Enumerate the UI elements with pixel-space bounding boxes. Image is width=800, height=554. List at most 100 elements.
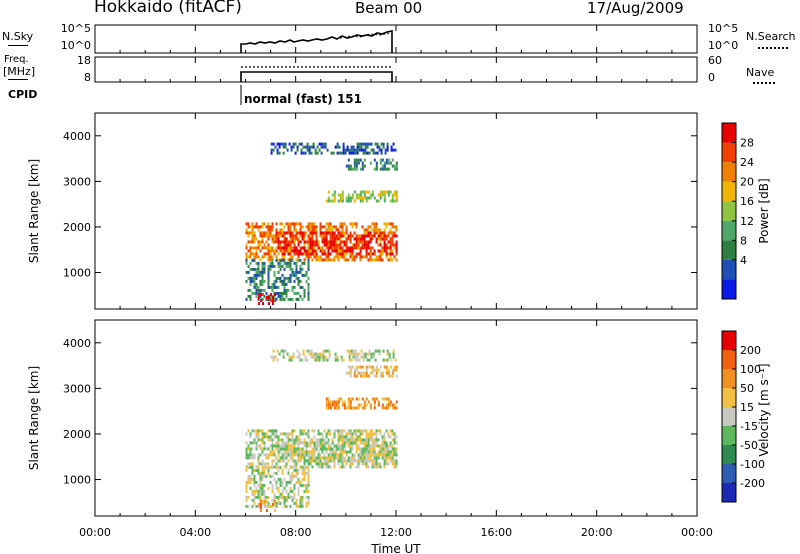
velocity-echo-cell — [365, 441, 368, 445]
power-echo-cell — [327, 231, 330, 235]
power-echo-cell — [342, 142, 345, 146]
velocity-echo-cell — [357, 429, 360, 433]
power-colorbar-swatch — [722, 162, 736, 182]
power-echo-cell — [356, 145, 359, 149]
velocity-echo-cell — [368, 358, 371, 362]
power-echo-cell — [315, 252, 318, 256]
power-echo-cell — [245, 228, 248, 232]
power-echo-cell — [287, 264, 290, 268]
velocity-echo-cell — [289, 486, 292, 490]
power-echo-cell — [293, 261, 296, 265]
power-echo-cell — [373, 222, 376, 226]
velocity-echo-cell — [360, 355, 363, 359]
power-echo-cell — [351, 193, 354, 197]
power-echo-cell — [289, 234, 292, 238]
velocity-echo-cell — [275, 471, 278, 475]
power-echo-cell — [373, 158, 376, 162]
power-echo-cell — [285, 240, 288, 244]
power-echo-cell — [369, 231, 372, 235]
power-echo-cell — [383, 164, 386, 168]
power-echo-cell — [299, 285, 302, 289]
velocity-echo-cell — [275, 429, 278, 433]
velocity-echo-cell — [245, 468, 248, 472]
power-echo-cell — [337, 246, 340, 250]
velocity-echo-cell — [333, 432, 336, 436]
power-echo-cell — [343, 249, 346, 253]
velocity-echo-cell — [343, 435, 346, 439]
power-echo-cell — [355, 167, 358, 171]
power-echo-cell — [277, 246, 280, 250]
power-echo-cell — [365, 199, 368, 203]
power-echo-cell — [353, 258, 356, 262]
power-echo-cell — [357, 234, 360, 238]
power-echo-cell — [389, 258, 392, 262]
velocity-echo-cell — [365, 450, 368, 454]
velocity-echo-cell — [341, 432, 344, 436]
velocity-echo-cell — [352, 352, 355, 356]
velocity-echo-cell — [371, 441, 374, 445]
power-echo-cell — [339, 243, 342, 247]
velocity-echo-cell — [369, 371, 372, 375]
power-echo-cell — [279, 231, 282, 235]
power-echo-cell — [279, 240, 282, 244]
velocity-echo-cell — [265, 453, 268, 457]
power-echo-cell — [331, 243, 334, 247]
velocity-echo-cell — [285, 462, 288, 466]
power-colorbar-swatch — [722, 240, 736, 260]
velocity-echo-cell — [379, 447, 382, 451]
velocity-echo-cell — [260, 503, 262, 506]
velocity-echo-cell — [297, 450, 300, 454]
power-echo-cell — [349, 196, 352, 200]
power-echo-cell — [249, 249, 252, 253]
velocity-echo-cell — [265, 432, 268, 436]
power-echo-cell — [387, 231, 390, 235]
velocity-echo-cell — [267, 486, 270, 490]
velocity-echo-cell — [381, 450, 384, 454]
velocity-echo-cell — [247, 453, 250, 457]
power-echo-cell — [276, 151, 279, 155]
power-echo-cell — [268, 302, 270, 305]
power-echo-cell — [347, 193, 350, 197]
velocity-echo-cell — [287, 492, 290, 496]
velocity-echo-cell — [371, 465, 374, 469]
velocity-echo-cell — [343, 465, 346, 469]
velocity-echo-cell — [249, 450, 252, 454]
velocity-echo-cell — [255, 480, 258, 484]
power-echo-cell — [292, 142, 295, 146]
power-echo-cell — [331, 240, 334, 244]
power-echo-cell — [295, 231, 298, 235]
velocity-echo-cell — [347, 459, 350, 463]
power-colorbar-swatch — [722, 201, 736, 221]
power-echo-cell — [311, 231, 314, 235]
power-echo-cell — [309, 222, 312, 226]
power-echo-cell — [297, 270, 300, 274]
power-echo-cell — [381, 164, 384, 168]
velocity-echo-cell — [365, 435, 368, 439]
velocity-echo-cell — [247, 495, 250, 499]
velocity-echo-cell — [263, 444, 266, 448]
power-echo-cell — [395, 249, 398, 253]
velocity-echo-cell — [259, 483, 262, 487]
velocity-echo-cell — [299, 483, 302, 487]
power-echo-cell — [275, 237, 278, 241]
power-echo-cell — [327, 199, 330, 203]
power-echo-cell — [341, 234, 344, 238]
velocity-echo-cell — [245, 456, 248, 460]
velocity-echo-cell — [349, 429, 352, 433]
power-echo-cell — [354, 148, 357, 152]
power-echo-cell — [313, 228, 316, 232]
power-echo-cell — [321, 237, 324, 241]
velocity-echo-cell — [290, 355, 293, 359]
power-echo-cell — [331, 231, 334, 235]
velocity-echo-cell — [371, 453, 374, 457]
velocity-echo-cell — [345, 432, 348, 436]
nave-label: Nave — [746, 66, 775, 79]
power-echo-cell — [337, 249, 340, 253]
velocity-echo-cell — [277, 450, 280, 454]
velocity-echo-cell — [353, 441, 356, 445]
velocity-echo-cell — [357, 453, 360, 457]
power-echo-cell — [297, 255, 300, 259]
power-echo-cell — [265, 291, 268, 295]
velocity-echo-cell — [385, 447, 388, 451]
velocity-echo-cell — [377, 368, 380, 372]
